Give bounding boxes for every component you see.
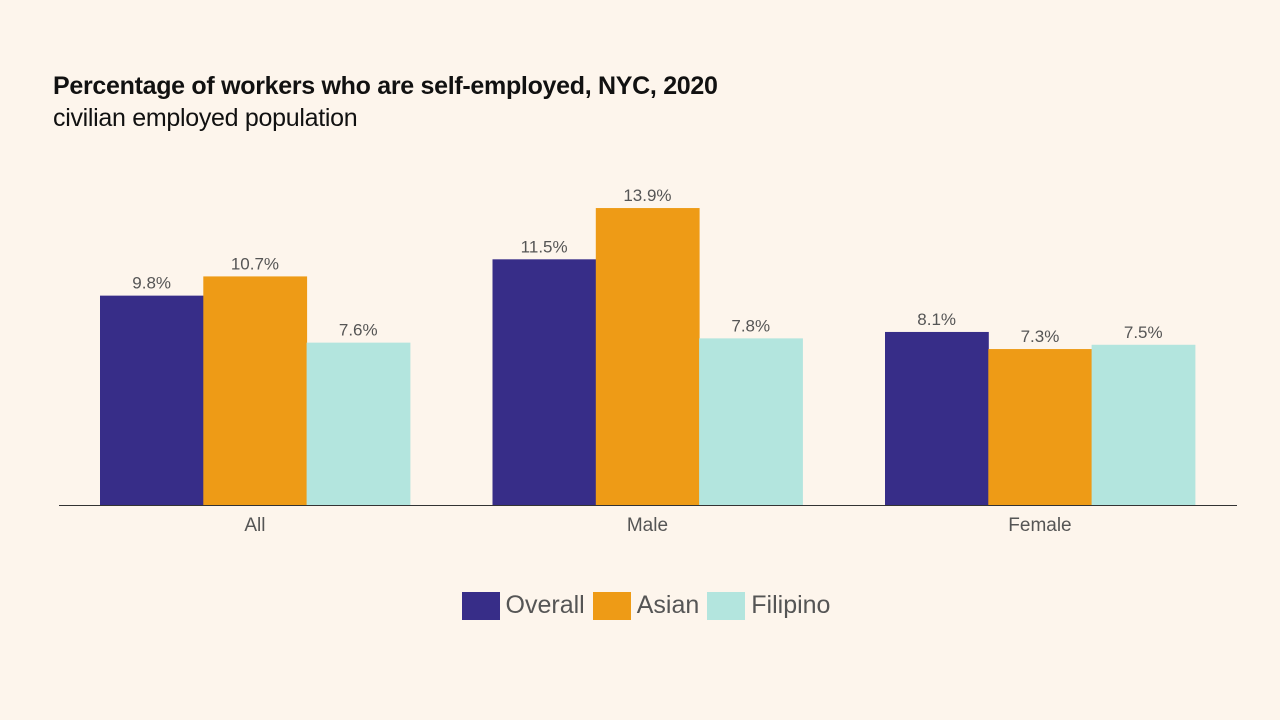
- legend-label-asian: Asian: [636, 591, 700, 619]
- data-label-male-overall: 11.5%: [521, 237, 568, 256]
- data-label-male-asian: 13.9%: [623, 186, 671, 205]
- data-labels-layer: 9.8% 10.7% 7.6% 11.5% 13.9% 7.8% 8.1% 7.3% 7.5%: [132, 186, 1162, 346]
- data-label-female-overall: 8.1%: [917, 310, 956, 329]
- x-tick-label-male: Male: [627, 515, 668, 536]
- legend: Overall Asian Filipino: [0, 591, 1280, 620]
- bar-all-overall: [100, 295, 204, 505]
- legend-label-overall: Overall: [505, 591, 585, 619]
- data-label-all-overall: 9.8%: [132, 274, 171, 293]
- chart-title: Percentage of workers who are self-emplo…: [53, 72, 718, 100]
- bar-male-overall: [492, 259, 597, 505]
- legend-swatch-filipino: [707, 591, 746, 620]
- legend-item-filipino: Filipino: [707, 591, 830, 620]
- chart-subtitle: civilian employed population: [53, 104, 358, 132]
- legend-item-asian: Asian: [592, 591, 700, 620]
- legend-label-filipino: Filipino: [751, 591, 831, 619]
- legend-item-overall: Overall: [461, 591, 585, 620]
- bar-all-asian: [203, 276, 308, 505]
- data-label-female-asian: 7.3%: [1021, 327, 1060, 346]
- legend-swatch-asian: [592, 591, 631, 620]
- bar-male-asian: [595, 208, 700, 505]
- x-tick-label-female: Female: [1008, 515, 1071, 536]
- x-tick-labels: All Male Female: [244, 515, 1071, 536]
- x-tick-label-all: All: [244, 515, 265, 536]
- legend-swatch-overall: [461, 591, 500, 620]
- bar-female-asian: [988, 349, 1093, 505]
- bars-layer: [100, 208, 1196, 505]
- data-label-all-filipino: 7.6%: [339, 321, 378, 340]
- bar-male-filipino: [699, 338, 803, 505]
- data-label-male-filipino: 7.8%: [731, 316, 770, 335]
- bar-female-overall: [885, 331, 989, 505]
- bar-all-filipino: [306, 342, 411, 505]
- bar-female-filipino: [1091, 344, 1196, 505]
- data-label-female-filipino: 7.5%: [1124, 323, 1163, 342]
- data-label-all-asian: 10.7%: [231, 254, 279, 273]
